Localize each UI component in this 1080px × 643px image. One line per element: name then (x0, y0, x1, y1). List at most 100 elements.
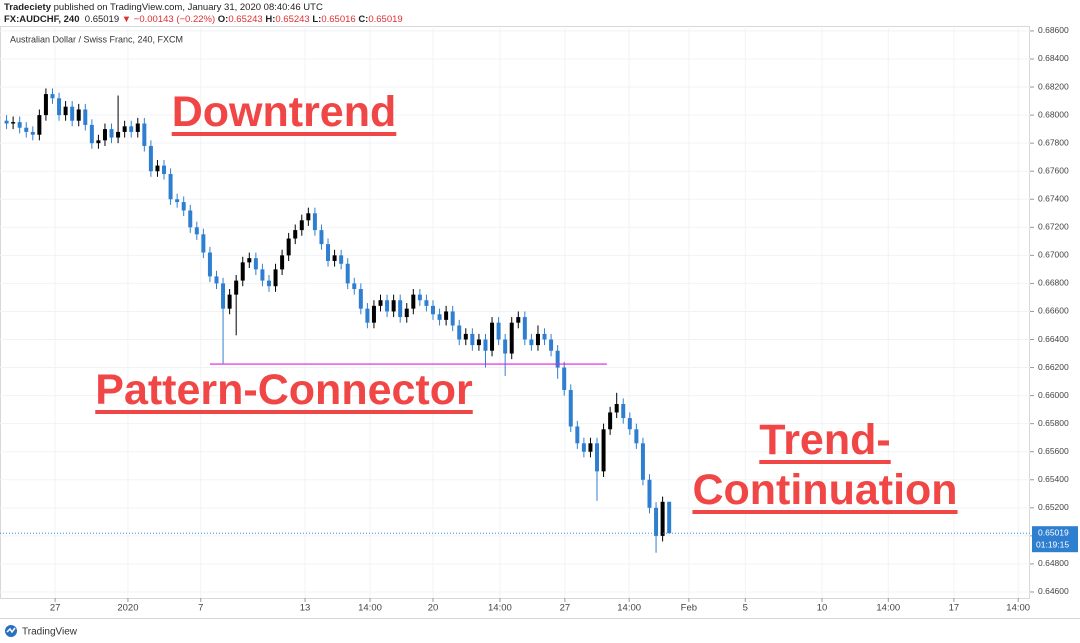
candle-body (273, 269, 278, 287)
ohlc-value: 0.65243 (275, 14, 310, 25)
candle-body (299, 220, 304, 231)
candle-body (30, 131, 35, 135)
x-tick-label: 2020 (117, 603, 138, 614)
candle-body (470, 333, 475, 346)
y-tick-label: 0.66000 (1038, 390, 1069, 400)
candle-body (266, 280, 271, 287)
candle-body (260, 269, 265, 281)
ohlc-value: 0.65243 (228, 14, 263, 25)
candle-body (398, 300, 403, 318)
candle-body (562, 367, 567, 391)
x-tick-label: 14:00 (1006, 603, 1030, 614)
candle-body (207, 252, 212, 277)
candle-body (430, 305, 435, 315)
chart-title: Australian Dollar / Swiss Franc, 240, FX… (10, 34, 183, 44)
candle-body (522, 317, 527, 340)
symbol: FX:AUDCHF, 240 (4, 14, 80, 25)
candle-body (76, 109, 81, 121)
candle-body (63, 106, 68, 116)
candle-body (614, 404, 619, 413)
candle-body (404, 308, 409, 318)
y-tick-label: 0.66400 (1038, 334, 1069, 344)
candle-body (175, 199, 180, 203)
candle-body (286, 238, 291, 256)
candle-body (588, 443, 593, 452)
annotation: Downtrend (171, 88, 397, 136)
candle-body (568, 390, 573, 427)
candle-body (654, 507, 659, 536)
candle-body (621, 404, 626, 419)
candle-body (319, 230, 324, 245)
candle-body (391, 300, 396, 312)
candle-body (549, 339, 554, 351)
ohlc-label: H: (265, 14, 276, 25)
candle-body (490, 322, 495, 351)
grid (0, 28, 1030, 598)
candle-body (450, 311, 455, 326)
candle-body (326, 244, 331, 261)
candle-body (116, 131, 121, 138)
x-tick-label: 17 (949, 603, 960, 614)
candle-body (437, 314, 442, 320)
candle-body (24, 127, 29, 132)
x-tick-label: 27 (50, 603, 61, 614)
candle-body (102, 129, 107, 141)
candle-body (332, 255, 337, 261)
candle-body (50, 94, 55, 99)
x-tick-label: 27 (560, 603, 571, 614)
candle-body (647, 479, 652, 508)
candle-body (240, 262, 245, 281)
last-price-label: 0.65019 (1038, 527, 1069, 537)
y-tick-label: 0.66800 (1038, 278, 1069, 288)
candle-body (162, 165, 167, 175)
candle-body (463, 333, 468, 340)
candle-body (640, 443, 645, 480)
candle-body (457, 325, 462, 340)
ohlc-value: 0.65019 (368, 14, 403, 25)
candle-body (253, 258, 258, 270)
y-tick-label: 0.64600 (1038, 586, 1069, 596)
candle-body (109, 129, 114, 138)
candle-body (234, 280, 239, 295)
y-tick-label: 0.67200 (1038, 222, 1069, 232)
candle-body (312, 213, 317, 231)
y-tick-label: 0.67800 (1038, 137, 1069, 147)
candle-body (385, 300, 390, 312)
candle-body (142, 123, 147, 146)
candle-body (575, 426, 580, 444)
y-tick-label: 0.66200 (1038, 362, 1069, 372)
x-tick-label: 5 (743, 603, 748, 614)
y-tick-label: 0.67000 (1038, 250, 1069, 260)
candle-body (417, 294, 422, 301)
candle-body (57, 98, 62, 116)
candle-body (411, 294, 416, 309)
x-tick-label: Feb (681, 603, 697, 614)
ohlc-value: 0.65016 (321, 14, 356, 25)
x-tick-label: 14:00 (617, 603, 641, 614)
candle-body (129, 126, 134, 132)
y-tick-label: 0.66600 (1038, 306, 1069, 316)
candle-body (352, 283, 357, 290)
plot-frame (0, 26, 1030, 599)
y-tick-label: 0.65600 (1038, 446, 1069, 456)
candle-body (37, 115, 42, 135)
candle-body (555, 350, 560, 368)
y-tick-label: 0.65800 (1038, 418, 1069, 428)
y-tick-label: 0.65200 (1038, 502, 1069, 512)
annotation: Continuation (692, 466, 958, 514)
y-tick-label: 0.68600 (1038, 25, 1069, 35)
header-line: Tradeciety published on TradingView.com,… (4, 2, 323, 13)
brand-logo (5, 625, 17, 637)
candle-body (608, 412, 613, 430)
candle-body (660, 501, 665, 536)
candle-body (371, 305, 376, 323)
candle-body (168, 174, 173, 200)
x-tick-label: 20 (428, 603, 439, 614)
candle-body (595, 443, 600, 472)
x-tick-label: 13 (300, 603, 311, 614)
candle-body (194, 227, 199, 235)
candle-body (181, 202, 186, 211)
candle-body (11, 122, 16, 124)
